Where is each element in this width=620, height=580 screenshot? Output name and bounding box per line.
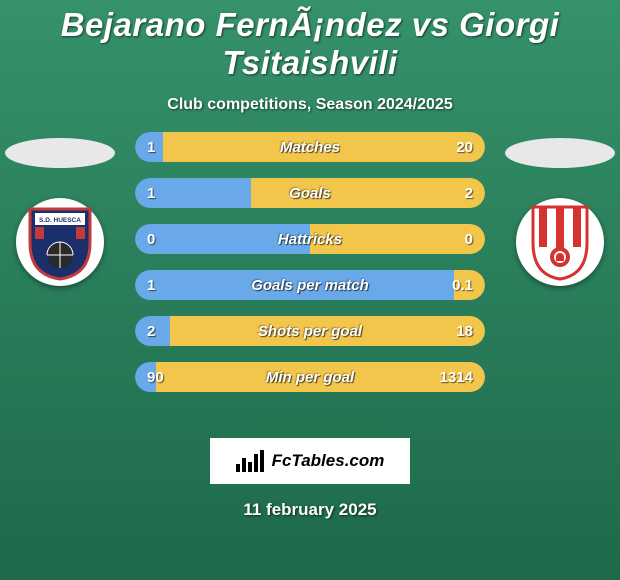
stat-row: 120Matches [135,132,485,162]
svg-text:S.D. HUESCA: S.D. HUESCA [39,217,81,224]
player-left-photo-placeholder [5,138,115,168]
main-row: S.D. HUESCA 120Matches 12Goals 00Hattricks… [0,132,620,432]
stat-row: 218Shots per goal [135,316,485,346]
granada-crest-icon [525,203,595,281]
stat-row: 00Hattricks [135,224,485,254]
club-crest-left-shield: S.D. HUESCA [25,203,95,281]
subtitle: Club competitions, Season 2024/2025 [0,96,620,114]
fctables-logo-text: FcTables.com [272,451,385,471]
stat-label: Shots per goal [135,316,485,346]
club-crest-left: S.D. HUESCA [16,198,104,286]
stat-label: Min per goal [135,362,485,392]
stat-row: 12Goals [135,178,485,208]
huesca-crest-icon: S.D. HUESCA [25,203,95,281]
stat-row: 10.1Goals per match [135,270,485,300]
date-text: 11 february 2025 [0,500,620,520]
stats-bars: 120Matches 12Goals 00Hattricks 10.1Goals pe… [135,132,485,408]
player-right-photo-placeholder [505,138,615,168]
stat-label: Matches [135,132,485,162]
page-title: Bejarano FernÃ¡ndez vs Giorgi Tsitaishvi… [0,0,620,82]
club-crest-right-shield [525,203,595,281]
club-crest-right [516,198,604,286]
player-left-column: S.D. HUESCA [0,132,120,286]
stat-label: Goals per match [135,270,485,300]
bar-chart-icon [236,450,264,472]
stat-label: Hattricks [135,224,485,254]
comparison-infographic: Bejarano FernÃ¡ndez vs Giorgi Tsitaishvi… [0,0,620,580]
stat-label: Goals [135,178,485,208]
fctables-logo[interactable]: FcTables.com [210,438,410,484]
player-right-column [500,132,620,286]
stat-row: 901314Min per goal [135,362,485,392]
